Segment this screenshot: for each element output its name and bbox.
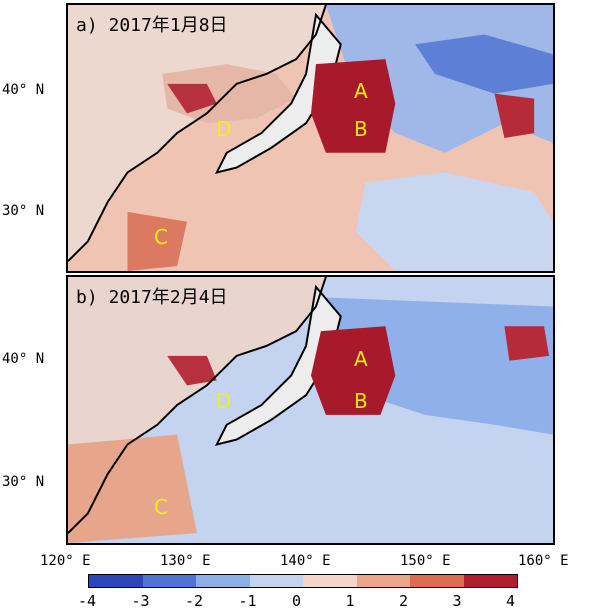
coastline [68,277,327,534]
hot-spot-east [494,93,535,138]
region-label-c: C [154,495,168,519]
panel-title-a: a) 2017年1月8日 [76,15,228,36]
lon-label-130e: 130° E [160,553,211,569]
land-mainland [68,5,326,262]
panel-title-b: b) 2017年2月4日 [76,287,228,308]
region-label-b: B [354,389,368,413]
lon-label-120e: 120° E [40,553,91,569]
colorbar-segment-3 [249,575,303,587]
region-label-c: C [154,225,168,249]
colorbar-tick-6: 2 [399,592,409,610]
map-a-svg [68,5,553,271]
lat-label-40n-b: 40° N [2,351,45,367]
colorbar-segment-6 [410,575,464,587]
colorbar-tick-7: 3 [452,592,462,610]
colorbar-segment-7 [463,575,517,587]
map-panel-b: b) 2017年2月4日 A B C D [66,275,555,545]
lon-label-160e: 160° E [518,553,569,569]
colorbar-tick-3: -1 [238,592,257,610]
hot-spot-ab [310,59,396,153]
region-label-d: D [216,389,232,413]
hot-spot-d [167,83,217,114]
colorbar-tick-8: 4 [506,592,516,610]
warm-south [127,211,188,271]
colorbar-tick-5: 1 [345,592,355,610]
colorbar-segment-0 [89,575,143,587]
colorbar-tick-2: -2 [185,592,204,610]
region-label-d: D [216,117,232,141]
lat-label-30n-b: 30° N [2,474,45,490]
colorbar-segment-5 [356,575,410,587]
lat-label-30n-a: 30° N [2,203,45,219]
hot-spot-ab [310,326,396,415]
colorbar [88,574,518,588]
map-panel-a: a) 2017年1月8日 A B C D [66,3,555,273]
cool-anomaly-south [355,172,553,271]
strong-cool-anomaly [415,34,553,94]
colorbar-tick-1: -3 [131,592,150,610]
lat-label-40n-a: 40° N [2,82,45,98]
colorbar-tick-4: 0 [292,592,302,610]
colorbar-tick-0: -4 [78,592,97,610]
map-b-svg [68,277,553,543]
colorbar-segment-4 [303,575,357,587]
colorbar-segment-1 [142,575,196,587]
region-label-a: A [354,79,368,103]
hot-spot-east [504,326,550,361]
lon-label-150e: 150° E [400,553,451,569]
region-label-a: A [354,347,368,371]
colorbar-segment-2 [196,575,250,587]
region-label-b: B [354,117,368,141]
land-mainland [68,277,326,534]
hot-spot-d [167,355,217,386]
lon-label-140e: 140° E [280,553,331,569]
warm-south [68,434,197,543]
coastline [68,5,327,262]
